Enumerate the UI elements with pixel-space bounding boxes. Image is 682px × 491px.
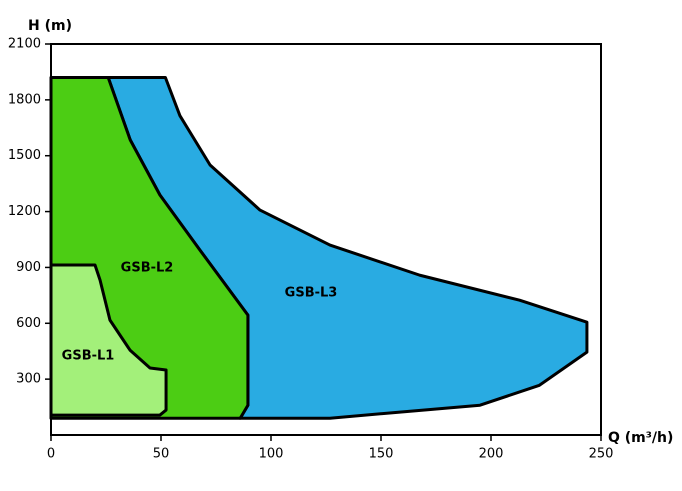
y-tick-label: 600 xyxy=(16,316,41,331)
x-tick-label: 100 xyxy=(259,447,284,462)
y-axis-label: H (m) xyxy=(28,18,72,34)
x-tick-label: 200 xyxy=(479,447,504,462)
region-label: GSB-L1 xyxy=(62,349,115,364)
region xyxy=(49,263,168,417)
region-label: GSB-L3 xyxy=(285,286,338,301)
y-tick-label: 300 xyxy=(16,372,41,387)
x-tick-label: 250 xyxy=(589,447,614,462)
x-tick-label: 150 xyxy=(369,447,394,462)
y-tick-label: 2100 xyxy=(8,37,41,52)
x-axis-label: Q (m³/h) xyxy=(608,430,673,446)
y-tick-label: 900 xyxy=(16,260,41,275)
y-tick-label: 1500 xyxy=(8,148,41,163)
x-tick-label: 50 xyxy=(153,447,170,462)
x-tick-label: 0 xyxy=(47,447,55,462)
region-label: GSB-L2 xyxy=(121,261,174,276)
y-tick-label: 1800 xyxy=(8,92,41,107)
y-tick-label: 1200 xyxy=(8,204,41,219)
plot-frame xyxy=(50,43,602,436)
